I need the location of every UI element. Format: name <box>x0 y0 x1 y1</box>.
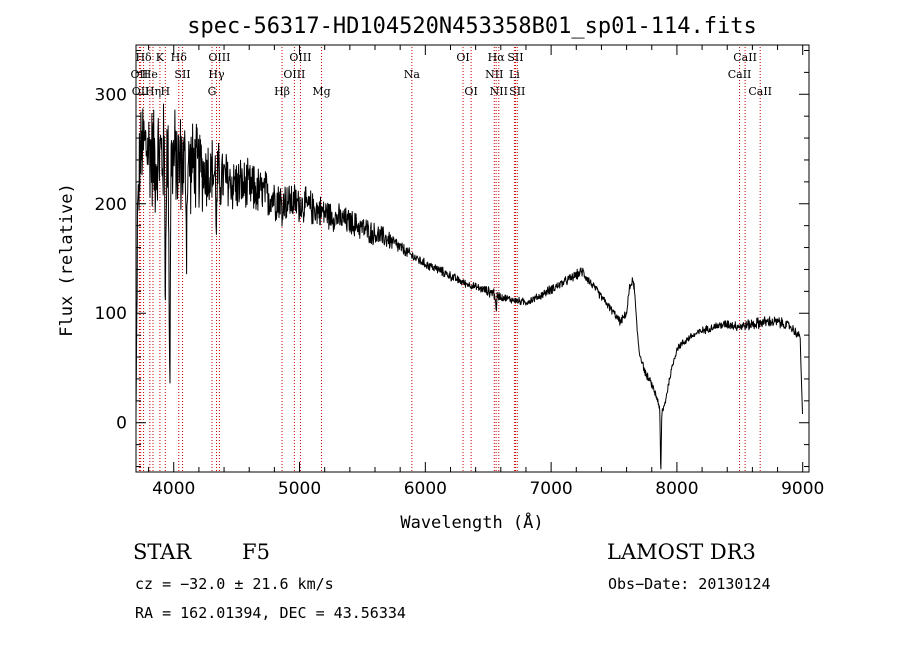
spectral-subclass: F5 <box>242 540 270 564</box>
spectral-line-label: OI <box>464 85 477 98</box>
x-tick-label: 9000 <box>781 479 824 499</box>
spectral-line-label: NII <box>490 85 508 98</box>
spectral-line-label: SII <box>509 85 525 98</box>
x-axis-label: Wavelength (Å) <box>400 511 543 533</box>
redshift-value: cz = −32.0 ± 21.6 km/s <box>135 575 334 593</box>
spectral-line-label: He <box>142 68 158 81</box>
x-tick-label: 5000 <box>278 479 321 499</box>
y-tick-label: 300 <box>95 85 127 105</box>
spectral-line-markers <box>138 47 761 472</box>
x-tick-label: 7000 <box>529 479 572 499</box>
spectral-line-label: Na <box>404 68 421 81</box>
spectral-line-label: Hγ <box>208 68 225 81</box>
spectral-line-label: NII <box>485 68 503 81</box>
flux-series-line <box>135 103 803 470</box>
survey-name: LAMOST DR3 <box>607 540 756 564</box>
spectral-line-label: G <box>208 85 217 98</box>
plot-data <box>135 103 803 470</box>
spectral-line-label: CaII <box>728 68 752 81</box>
spectral-line-label: Hη <box>145 85 161 98</box>
y-tick-label: 100 <box>95 304 127 324</box>
spectral-line-label: Li <box>509 68 520 81</box>
spectral-line-label: Hδ <box>171 51 188 64</box>
observation-date: Obs−Date: 20130124 <box>608 575 771 593</box>
spectral-line-label: Mg <box>312 85 330 98</box>
spectral-line-label: CaII <box>733 51 757 64</box>
x-tick-label: 4000 <box>152 479 195 499</box>
chart-title: spec-56317-HD104520N453358B01_sp01-114.f… <box>187 14 757 39</box>
y-tick-label: 0 <box>116 414 127 434</box>
spectral-line-label: Hδ <box>135 51 152 64</box>
plot-frame <box>135 44 810 473</box>
spectral-line-label: OIII <box>283 68 305 81</box>
spectral-line-label: Hα <box>488 51 506 64</box>
spectral-line-label: SII <box>507 51 523 64</box>
x-tick-label: 8000 <box>655 479 698 499</box>
spectral-line-label: OIII <box>289 51 311 64</box>
y-tick-label: 200 <box>95 195 127 215</box>
spectral-line-label: H <box>161 85 171 98</box>
spectral-line-label: OI <box>456 51 469 64</box>
spectral-line-label: OIII <box>208 51 230 64</box>
spectral-line-label: OII <box>131 68 149 81</box>
y-axis-label: Flux (relative) <box>57 183 77 337</box>
spectral-line-label: SII <box>174 68 190 81</box>
spectral-line-label: K <box>156 51 165 64</box>
coordinates: RA = 162.01394, DEC = 43.56334 <box>135 604 406 622</box>
spectral-line-label: CaII <box>748 85 772 98</box>
axis-ticks: 4000 5000 6000 7000 8000 9000 0 100 200 300 <box>95 45 824 499</box>
spectral-line-label: Hβ <box>274 85 290 98</box>
object-class: STAR <box>133 540 192 564</box>
x-tick-label: 6000 <box>404 479 447 499</box>
